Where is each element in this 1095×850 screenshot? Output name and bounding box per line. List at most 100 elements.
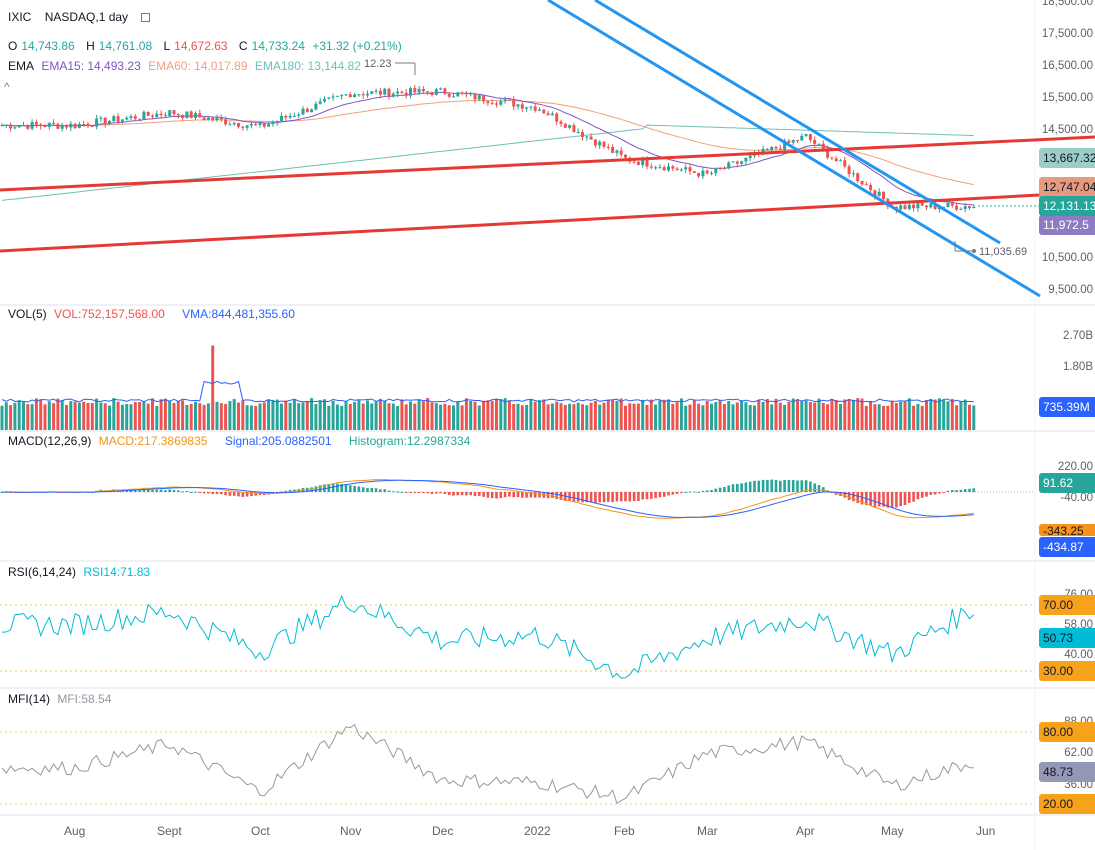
- volume-bar: [684, 405, 688, 430]
- candle-body: [817, 143, 821, 145]
- candle-body: [851, 173, 855, 175]
- macd-histogram-bar: [555, 492, 558, 500]
- ohlc-legend: O 14,743.86 H 14,761.08 L 14,672.63 C 14,733…: [8, 39, 406, 53]
- macd-histogram-bar: [447, 492, 451, 496]
- ema-legend[interactable]: EMA EMA15: 14,493.23 EMA60: 14,017.89 EM…: [8, 59, 365, 73]
- candle-body: [826, 148, 830, 158]
- volume-bar: [576, 402, 580, 430]
- candle-body: [972, 206, 976, 209]
- candle-body: [503, 99, 507, 102]
- volume-bar: [0, 405, 4, 430]
- volume-bar: [99, 402, 103, 430]
- candle-body: [262, 123, 266, 127]
- candle-body: [744, 158, 748, 162]
- candle-body: [907, 204, 911, 209]
- volume-axis-tick: 1.80B: [1062, 361, 1093, 373]
- candle-body: [60, 125, 64, 129]
- volume-bar: [464, 398, 468, 430]
- symbol-header[interactable]: IXIC NASDAQ,1 day: [8, 10, 154, 24]
- high-marker-label: 12.23: [364, 58, 392, 70]
- volume-bar: [133, 402, 137, 430]
- volume-legend[interactable]: VOL(5) VOL:752,157,568.00 VMA:844,481,35…: [8, 307, 299, 321]
- candle-body: [606, 146, 610, 148]
- rsi-legend[interactable]: RSI(6,14,24) RSI14:71.83: [8, 565, 154, 579]
- macd-title[interactable]: MACD(12,26,9): [8, 434, 92, 448]
- macd-histogram-bar: [198, 492, 202, 493]
- candle-body: [310, 109, 314, 113]
- candle-body: [808, 134, 812, 140]
- volume-bar: [662, 399, 666, 430]
- macd-histogram-bar: [882, 492, 885, 507]
- volume-bar: [581, 404, 584, 430]
- candle-body: [593, 139, 597, 146]
- macd-histogram-bar: [211, 492, 214, 495]
- macd-histogram-bar: [766, 479, 769, 492]
- macd-histogram-bar: [314, 486, 318, 492]
- macd-histogram-bar: [387, 490, 391, 492]
- volume-bar: [387, 403, 391, 430]
- volume-bar: [361, 403, 365, 430]
- channel-line-upper: [594, 0, 1001, 245]
- candle-body: [280, 115, 283, 121]
- candle-body: [658, 167, 662, 169]
- symbol-name[interactable]: IXIC: [8, 10, 32, 24]
- macd-histogram-bar: [615, 492, 619, 502]
- macd-histogram-bar: [581, 492, 584, 503]
- volume-bar: [963, 399, 967, 430]
- ema-title[interactable]: EMA: [8, 59, 35, 73]
- ema60-line: [2, 99, 974, 186]
- x-axis-tick: Jun: [976, 824, 996, 838]
- candle-body: [125, 117, 129, 120]
- mfi-title[interactable]: MFI(14): [8, 692, 50, 706]
- candle-body: [748, 155, 752, 159]
- last-price-tag: 12,131.13: [1039, 196, 1095, 216]
- macd-histogram-bar: [159, 489, 163, 492]
- volume-bar: [937, 398, 941, 430]
- candle-body: [473, 93, 477, 100]
- candle-body: [172, 110, 176, 115]
- macd-histogram-bar: [632, 492, 636, 502]
- volume-bar: [310, 398, 314, 430]
- candle-body: [181, 114, 185, 118]
- volume-bar: [77, 402, 81, 430]
- macd-histogram-bar: [349, 485, 352, 492]
- candle-body: [447, 94, 451, 97]
- candle-body: [499, 101, 503, 105]
- volume-bar: [215, 401, 219, 430]
- volume-bar: [636, 403, 640, 430]
- macd-histogram-bar: [288, 490, 292, 492]
- volume-bar: [808, 402, 812, 430]
- macd-histogram-bar: [637, 492, 640, 502]
- candle-body: [194, 113, 197, 118]
- volume-bar: [112, 398, 116, 430]
- volume-bar: [404, 404, 408, 430]
- macd-histogram-bar: [194, 491, 197, 493]
- mfi-80-tag: 80.00: [1039, 722, 1095, 742]
- macd-histogram-bar: [280, 491, 283, 493]
- rsi-title[interactable]: RSI(6,14,24): [8, 565, 77, 579]
- macd-histogram-bar: [611, 492, 614, 503]
- macd-histogram-bar: [516, 492, 520, 498]
- mfi-legend[interactable]: MFI(14) MFI:58.54: [8, 692, 115, 706]
- candle-body: [615, 150, 619, 153]
- candle-body: [370, 91, 374, 94]
- volume-bar: [56, 398, 60, 430]
- volume-bar: [628, 403, 632, 430]
- ema60-price-tag: 12,747.04: [1039, 177, 1095, 197]
- candle-body: [482, 95, 486, 102]
- candle-body: [228, 124, 232, 126]
- macd-legend[interactable]: MACD(12,26,9) MACD:217.3869835 Signal:20…: [8, 434, 474, 448]
- volume-bar: [490, 400, 494, 430]
- volume-bar: [52, 403, 56, 430]
- data-window-icon[interactable]: [141, 13, 151, 22]
- candle-body: [830, 157, 834, 159]
- volume-bar: [120, 404, 124, 430]
- candle-body: [211, 117, 215, 121]
- volume-title[interactable]: VOL(5): [8, 307, 47, 321]
- macd-histogram-bar: [361, 487, 365, 492]
- rsi-70-tag: 70.00: [1039, 595, 1095, 615]
- volume-bar: [314, 404, 318, 430]
- volume-bar: [348, 403, 352, 430]
- collapse-chevron-icon[interactable]: ^: [4, 80, 10, 94]
